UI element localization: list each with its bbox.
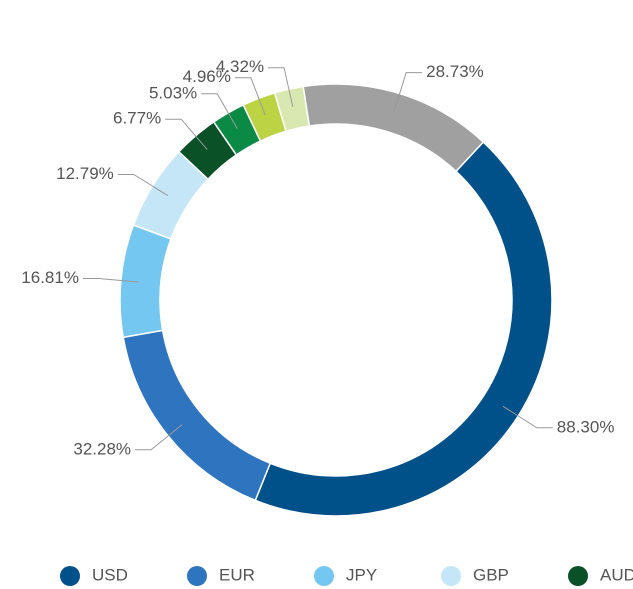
data-label: 12.79%	[56, 164, 114, 183]
data-label: 16.81%	[21, 268, 79, 287]
legend-marker	[60, 566, 80, 586]
leader-line	[201, 93, 238, 129]
legend-label: GBP	[473, 565, 509, 584]
leader-line	[234, 77, 266, 116]
legend-marker	[187, 566, 207, 586]
legend-marker	[568, 566, 588, 586]
leader-line	[117, 173, 169, 197]
leader-line	[82, 277, 139, 283]
leader-line	[165, 118, 208, 150]
data-label: 32.28%	[73, 439, 131, 458]
legend-marker	[441, 566, 461, 586]
data-label: 5.03%	[149, 83, 197, 102]
leader-line	[393, 72, 423, 111]
donut-segment	[302, 83, 485, 173]
legend-label: EUR	[219, 565, 255, 584]
data-label: 4.96%	[183, 67, 231, 86]
data-label: 6.77%	[113, 109, 161, 128]
donut-segment	[122, 329, 272, 502]
donut-segment	[254, 140, 553, 517]
legend-label: AUD	[600, 565, 633, 584]
data-label: 28.73%	[426, 62, 484, 81]
legend-label: JPY	[346, 565, 377, 584]
data-label: 4.32%	[216, 57, 264, 76]
leader-line	[268, 67, 294, 107]
data-label: 88.30%	[557, 417, 615, 436]
leader-line	[135, 424, 183, 451]
legend-label: USD	[92, 565, 128, 584]
legend-marker	[314, 566, 334, 586]
leader-line	[502, 405, 553, 429]
